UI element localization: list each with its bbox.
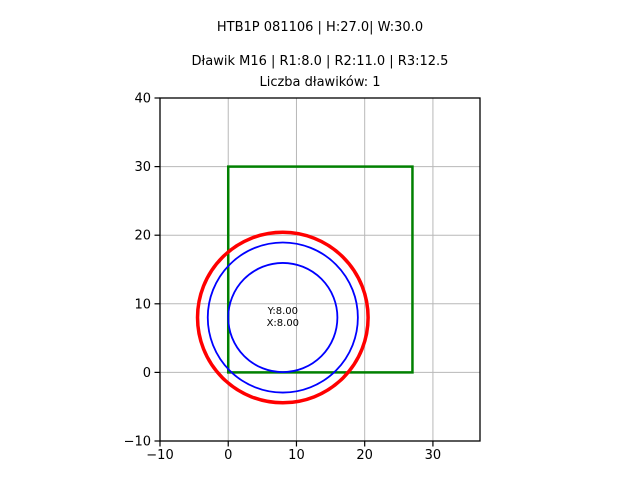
gland-circle-r3 — [195, 230, 370, 405]
y-tick-label: 10 — [134, 297, 151, 312]
axes-title-line2: Liczba dławików: 1 — [259, 75, 381, 90]
x-tick-label: 10 — [288, 448, 305, 463]
gland-circle-r2 — [206, 241, 359, 394]
y-tick-label: 30 — [134, 160, 151, 175]
x-tick-label: 0 — [224, 448, 232, 463]
axes-spines — [159, 97, 481, 442]
x-tick-label: 30 — [425, 448, 442, 463]
x-tick-label: 20 — [356, 448, 373, 463]
enclosure-outline — [226, 165, 414, 374]
y-tick-label: −10 — [124, 435, 151, 450]
figure-suptitle: HTB1P 081106 | H:27.0| W:30.0 — [216, 20, 424, 35]
axes-title-line1: Dławik M16 | R1:8.0 | R2:11.0 | R3:12.5 — [191, 54, 449, 69]
y-tick-label: 0 — [143, 366, 151, 381]
annotation-line: X:8.00 — [267, 318, 300, 329]
annotation-line: Y:8.00 — [267, 306, 298, 317]
y-tick-label: 20 — [134, 229, 151, 244]
y-tick-label: 40 — [134, 92, 151, 107]
x-tick-label: −10 — [146, 448, 173, 463]
gland-circle-r1 — [227, 262, 339, 374]
